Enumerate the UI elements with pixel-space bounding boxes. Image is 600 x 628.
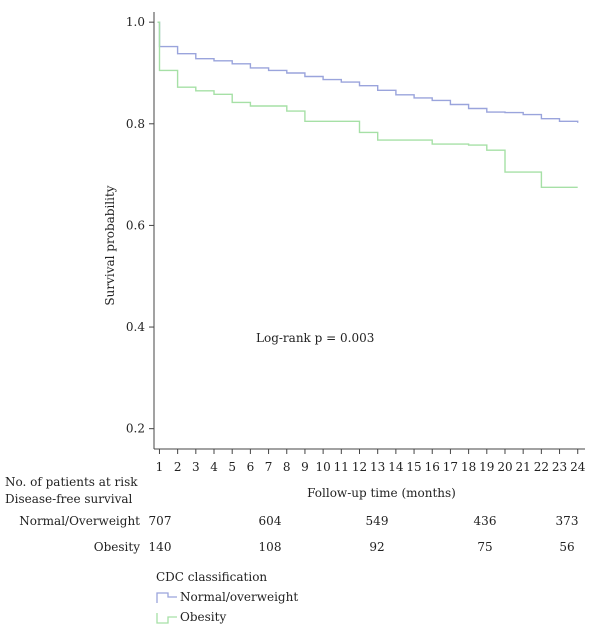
risk-value: 75 (477, 540, 493, 554)
x-tick-label: 18 (461, 460, 476, 474)
series-line-obesity (157, 21, 578, 189)
x-tick-label: 21 (516, 460, 531, 474)
x-tick-label: 11 (334, 460, 349, 474)
risk-value: 108 (258, 540, 282, 554)
risk-row-obesity-label: Obesity (93, 540, 140, 554)
legend-label-obesity: Obesity (180, 610, 227, 624)
legend-swatch-obesity (156, 613, 177, 624)
risk-value: 373 (555, 514, 579, 528)
x-tick-label: 14 (388, 460, 404, 474)
x-tick-label: 10 (315, 460, 330, 474)
y-axis-label: Survival probability (103, 185, 117, 305)
x-tick-label: 20 (497, 460, 512, 474)
risk-table-subheading: Disease-free survival (5, 492, 133, 506)
x-tick-label: 22 (534, 460, 549, 474)
legend-swatch-normal (156, 592, 177, 603)
x-tick-label: 7 (265, 460, 273, 474)
x-tick-label: 17 (443, 460, 458, 474)
log-rank-annotation: Log-rank p = 0.003 (256, 331, 374, 345)
risk-value: 56 (559, 540, 575, 554)
series-line-normal-overweight (157, 21, 579, 123)
risk-value: 92 (369, 540, 385, 554)
risk-row-normal-label: Normal/Overweight (19, 514, 140, 528)
x-tick-label: 24 (570, 460, 586, 474)
x-tick-label: 19 (479, 460, 494, 474)
x-tick-label: 16 (425, 460, 440, 474)
x-tick-label: 13 (370, 460, 385, 474)
y-tick-label: 0.8 (126, 117, 145, 131)
x-tick-label: 2 (174, 460, 182, 474)
x-tick-label: 12 (352, 460, 367, 474)
x-tick-label: 23 (552, 460, 567, 474)
risk-value: 549 (365, 514, 389, 528)
x-tick-label: 1 (156, 460, 164, 474)
x-axis-label: Follow-up time (months) (307, 486, 456, 500)
x-tick-label: 3 (192, 460, 200, 474)
x-tick-label: 9 (301, 460, 309, 474)
risk-value: 604 (258, 514, 282, 528)
y-tick-label: 0.6 (126, 218, 145, 232)
risk-value: 140 (148, 540, 172, 554)
x-tick-label: 6 (247, 460, 255, 474)
x-tick-label: 4 (210, 460, 218, 474)
risk-table-heading: No. of patients at risk (5, 475, 138, 489)
risk-value: 707 (148, 514, 172, 528)
y-tick-label: 0.2 (126, 422, 145, 436)
legend-label-normal: Normal/overweight (180, 590, 299, 604)
risk-value: 436 (473, 514, 497, 528)
y-tick-label: 0.4 (126, 320, 145, 334)
x-tick-label: 15 (406, 460, 421, 474)
x-tick-label: 8 (283, 460, 291, 474)
y-tick-label: 1.0 (126, 15, 145, 29)
x-tick-label: 5 (228, 460, 236, 474)
legend-title: CDC classification (156, 570, 268, 584)
